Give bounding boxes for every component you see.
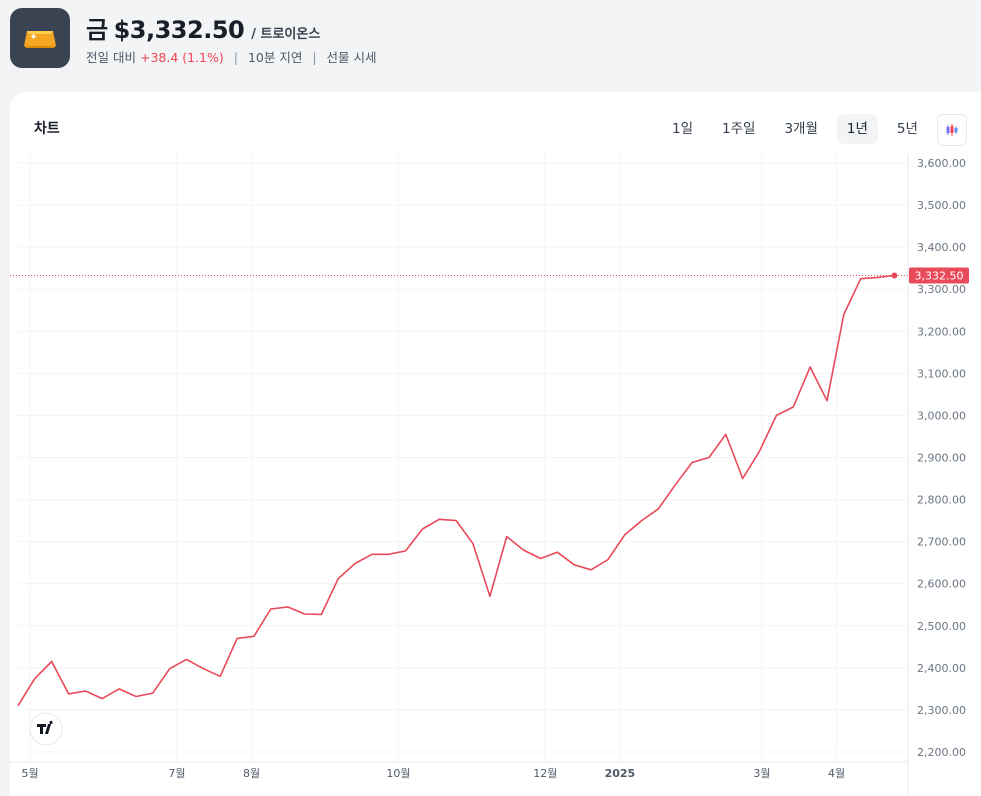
x-tick-label: 3월 xyxy=(753,767,770,780)
x-tick-label: 2025 xyxy=(605,767,636,780)
period-5y-button[interactable]: 5년 xyxy=(896,121,918,137)
y-tick-label: 2,600.00 xyxy=(917,578,966,591)
y-tick-label: 3,000.00 xyxy=(917,409,966,422)
y-tick-label: 2,500.00 xyxy=(917,620,966,633)
change-value: +38.4 (1.1%) xyxy=(139,50,224,65)
y-tick-label: 2,800.00 xyxy=(917,494,966,507)
y-tick-label: 2,700.00 xyxy=(917,536,966,549)
x-tick-label: 5월 xyxy=(21,767,38,780)
y-tick-label: 3,300.00 xyxy=(917,283,966,296)
x-tick-label: 7월 xyxy=(168,767,185,780)
divider: | xyxy=(312,50,317,65)
period-1w-button[interactable]: 1주일 xyxy=(722,121,756,137)
price-change-info: 전일 대비 +38.4 (1.1%) | 10분 지연 | 선물 시세 xyxy=(86,47,377,66)
tradingview-logo-icon[interactable] xyxy=(29,712,63,746)
delay-info: 10분 지연 xyxy=(247,50,303,65)
asset-price: $3,332.50 xyxy=(113,16,245,44)
x-tick-label: 4월 xyxy=(828,767,845,780)
y-tick-label: 3,600.00 xyxy=(917,157,966,170)
y-tick-label: 2,400.00 xyxy=(917,662,966,675)
y-tick-label: 2,900.00 xyxy=(917,452,966,465)
tradingview-logo-mark xyxy=(37,720,53,734)
candlestick-icon xyxy=(946,124,958,136)
y-tick-label: 3,200.00 xyxy=(917,325,966,338)
period-1y-button[interactable]: 1년 xyxy=(836,114,878,144)
y-tick-label: 2,300.00 xyxy=(917,704,966,717)
x-tick-label: 12월 xyxy=(533,767,557,780)
current-price-tag xyxy=(909,267,969,284)
x-tick-label: 10월 xyxy=(386,767,410,780)
period-selector: 1일 1주일 3개월 1년 5년 xyxy=(660,114,937,144)
y-tick-label: 2,200.00 xyxy=(917,746,966,759)
asset-name: 금 xyxy=(86,16,108,44)
current-price-dot xyxy=(891,272,898,279)
period-3m-button[interactable]: 3개월 xyxy=(784,121,818,137)
chart-card: 차트 1일 1주일 3개월 1년 5년 3,600.00 3,500.00 3,40… xyxy=(10,92,981,796)
chart-card-title: 차트 xyxy=(34,121,60,137)
market-type: 선물 시세 xyxy=(326,50,377,65)
asset-header: 금 $3,332.50 / 트로이온스 전일 대비 +38.4 (1.1%) |… xyxy=(0,0,981,90)
chart-type-button[interactable] xyxy=(937,114,967,146)
y-tick-label: 3,500.00 xyxy=(917,199,966,212)
period-1d-button[interactable]: 1일 xyxy=(672,121,694,137)
price-line xyxy=(17,274,895,707)
price-chart[interactable]: 3,600.00 3,500.00 3,400.00 3,300.00 3,200.00… xyxy=(10,92,981,796)
y-tick-label: 3,400.00 xyxy=(917,241,966,254)
current-price-label: 3,332.50 xyxy=(915,270,964,283)
change-label: 전일 대비 xyxy=(86,50,136,65)
asset-logo xyxy=(10,8,70,68)
divider: | xyxy=(233,50,238,65)
x-tick-label: 8월 xyxy=(243,767,260,780)
gold-bar-icon xyxy=(24,31,56,48)
y-tick-label: 3,100.00 xyxy=(917,367,966,380)
price-unit: / 트로이온스 xyxy=(251,27,321,42)
